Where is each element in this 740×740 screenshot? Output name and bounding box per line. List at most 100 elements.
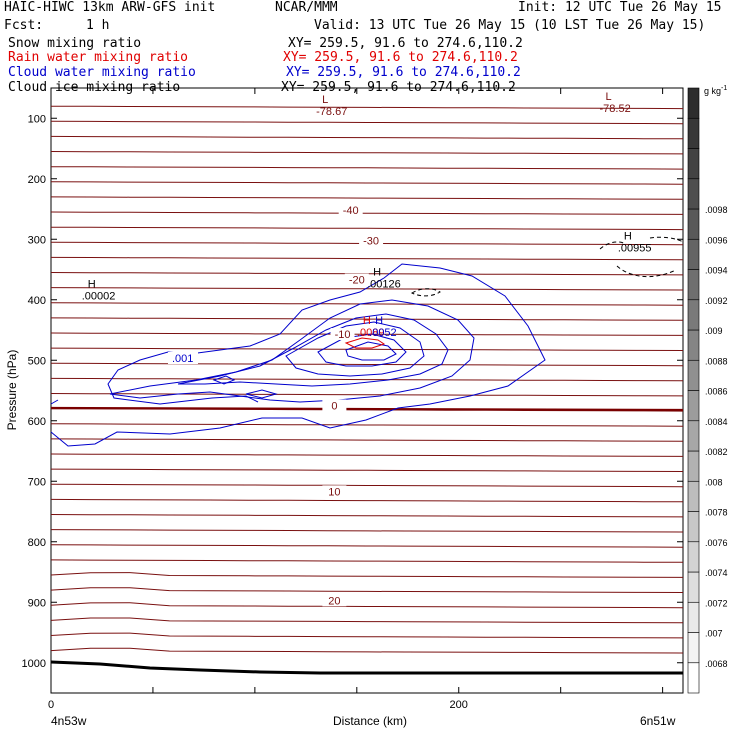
colorbar-segment	[687, 450, 700, 482]
y-tick-label: 600	[28, 416, 46, 428]
colorbar-segment	[687, 208, 700, 240]
isotherm-line	[50, 529, 684, 533]
colorbar-label: .0088	[705, 356, 728, 366]
isotherm-line	[50, 105, 684, 110]
header-line2-fcst: 1 h	[86, 18, 110, 33]
cloud-water-contour-label: .001	[168, 352, 198, 365]
extremum-value: .00126	[367, 279, 401, 291]
extremum-symbol: L	[322, 94, 328, 106]
temperature-label: -40	[343, 205, 359, 217]
isotherm-line	[50, 559, 684, 563]
temperature-labels: -40 -30 -20 -10 0 10 20	[322, 204, 384, 607]
colorbar-segment	[687, 359, 700, 391]
extremum-value: .00955	[618, 242, 652, 254]
rain-water-contours	[344, 337, 386, 349]
header-line2-left: Fcst:	[4, 18, 44, 33]
right-end-label: 6n51w	[640, 714, 676, 728]
y-tick-label: 500	[28, 355, 46, 367]
extremum-symbol: H	[373, 267, 381, 279]
colorbar-segment	[687, 390, 700, 422]
left-end-label: 4n53w	[51, 714, 87, 728]
isotherm-line	[50, 617, 684, 624]
colorbar-segment	[687, 148, 700, 180]
extrema-labels: L-78.67L-78.52H.00002H.00126H.00955H.008…	[82, 91, 652, 339]
isotherm-line	[50, 302, 684, 306]
isotherm-line	[50, 211, 684, 215]
extremum-value: -78.67	[316, 106, 347, 118]
extremum-symbol: L	[606, 91, 612, 103]
y-tick-label: 300	[28, 234, 46, 246]
plot-frame	[50, 87, 684, 694]
extremum-symbol: H	[624, 230, 632, 242]
colorbar-label: .0096	[705, 235, 728, 245]
field-xy-rain: XY= 259.5, 91.6 to 274.6,110.2	[283, 50, 518, 65]
isotherm-line	[50, 572, 684, 578]
isotherm-line	[50, 196, 684, 200]
header-line1-left: HAIC-HIWC 13km ARW-GFS init	[4, 0, 216, 15]
temperature-label-bg	[322, 594, 347, 607]
colorbar-label: .007	[705, 629, 723, 639]
x-tick-label: 0	[48, 699, 54, 711]
isotherm-line	[50, 423, 684, 427]
isotherm-line	[50, 483, 684, 488]
field-xy-snow: XY= 259.5, 91.6 to 274.6,110.2	[288, 36, 523, 51]
isotherm-line	[50, 393, 684, 397]
isotherm-line	[50, 438, 684, 442]
temperature-label-bg	[322, 485, 347, 498]
colorbar-unit: g kg-1	[704, 85, 727, 96]
isotherm-line	[50, 453, 684, 457]
colorbar-segment	[687, 420, 700, 452]
extremum-value: .00002	[82, 291, 116, 303]
isotherm-line	[50, 151, 684, 155]
y-tick-label: 100	[28, 113, 46, 125]
header-line2-right: Valid: 13 UTC Tue 26 May 15 (10 LST Tue …	[314, 18, 706, 33]
isotherm-line	[50, 377, 684, 382]
temperature-label-bg	[330, 328, 355, 341]
colorbar-segment	[687, 632, 700, 664]
terrain-line	[50, 660, 683, 675]
header-line1-mid: NCAR/MMM	[275, 0, 338, 15]
temperature-label-bg	[338, 204, 363, 217]
y-tick-label: 200	[28, 174, 46, 186]
colorbar-segment	[687, 299, 700, 331]
isotherm-line	[50, 498, 684, 503]
colorbar-segment	[687, 117, 700, 149]
contour-label-001: .001	[172, 353, 193, 365]
x-axis-label: Distance (km)	[333, 714, 407, 728]
temperature-label-bg	[322, 399, 347, 412]
isotherm-line	[50, 120, 684, 125]
isotherm-line	[50, 287, 684, 291]
colorbar: .0068 .007 .0072 .0074 .0076 .0078 .008 .0082 .0…	[687, 87, 728, 694]
colorbar-label: .0084	[705, 417, 728, 427]
isotherm-line	[50, 632, 684, 639]
colorbar-segment	[687, 511, 700, 543]
colorbar-segment	[687, 480, 700, 512]
temperature-label: -30	[363, 235, 379, 247]
temperature-label: 0	[331, 400, 337, 412]
colorbar-segment	[687, 601, 700, 633]
colorbar-label: .0098	[705, 205, 728, 215]
isotherm-line	[50, 256, 684, 261]
isotherm-line	[50, 347, 684, 351]
y-tick-label: 700	[28, 476, 46, 488]
isotherm-line	[50, 332, 684, 336]
field-xy-cloud-water: XY= 259.5, 91.6 to 274.6,110.2	[286, 65, 521, 80]
y-tick-label: 1000	[22, 658, 46, 670]
colorbar-segment	[687, 178, 700, 210]
temperature-label: 10	[328, 486, 340, 498]
cloud-ice-contours	[410, 236, 684, 297]
colorbar-label: .0076	[705, 538, 728, 548]
freezing-level-line	[50, 406, 684, 412]
isotherm-line	[50, 602, 684, 609]
extremum-value: .0052	[369, 327, 397, 339]
colorbar-label: .0068	[705, 659, 728, 669]
isotherm-line	[50, 587, 684, 593]
isotherm-line	[50, 181, 684, 185]
isotherm-lines	[50, 105, 684, 654]
x-axis: 0 200	[48, 88, 664, 711]
colorbar-segment	[687, 329, 700, 361]
colorbar-segment	[687, 269, 700, 301]
colorbar-segment	[687, 238, 700, 270]
colorbar-label: .0092	[705, 296, 728, 306]
